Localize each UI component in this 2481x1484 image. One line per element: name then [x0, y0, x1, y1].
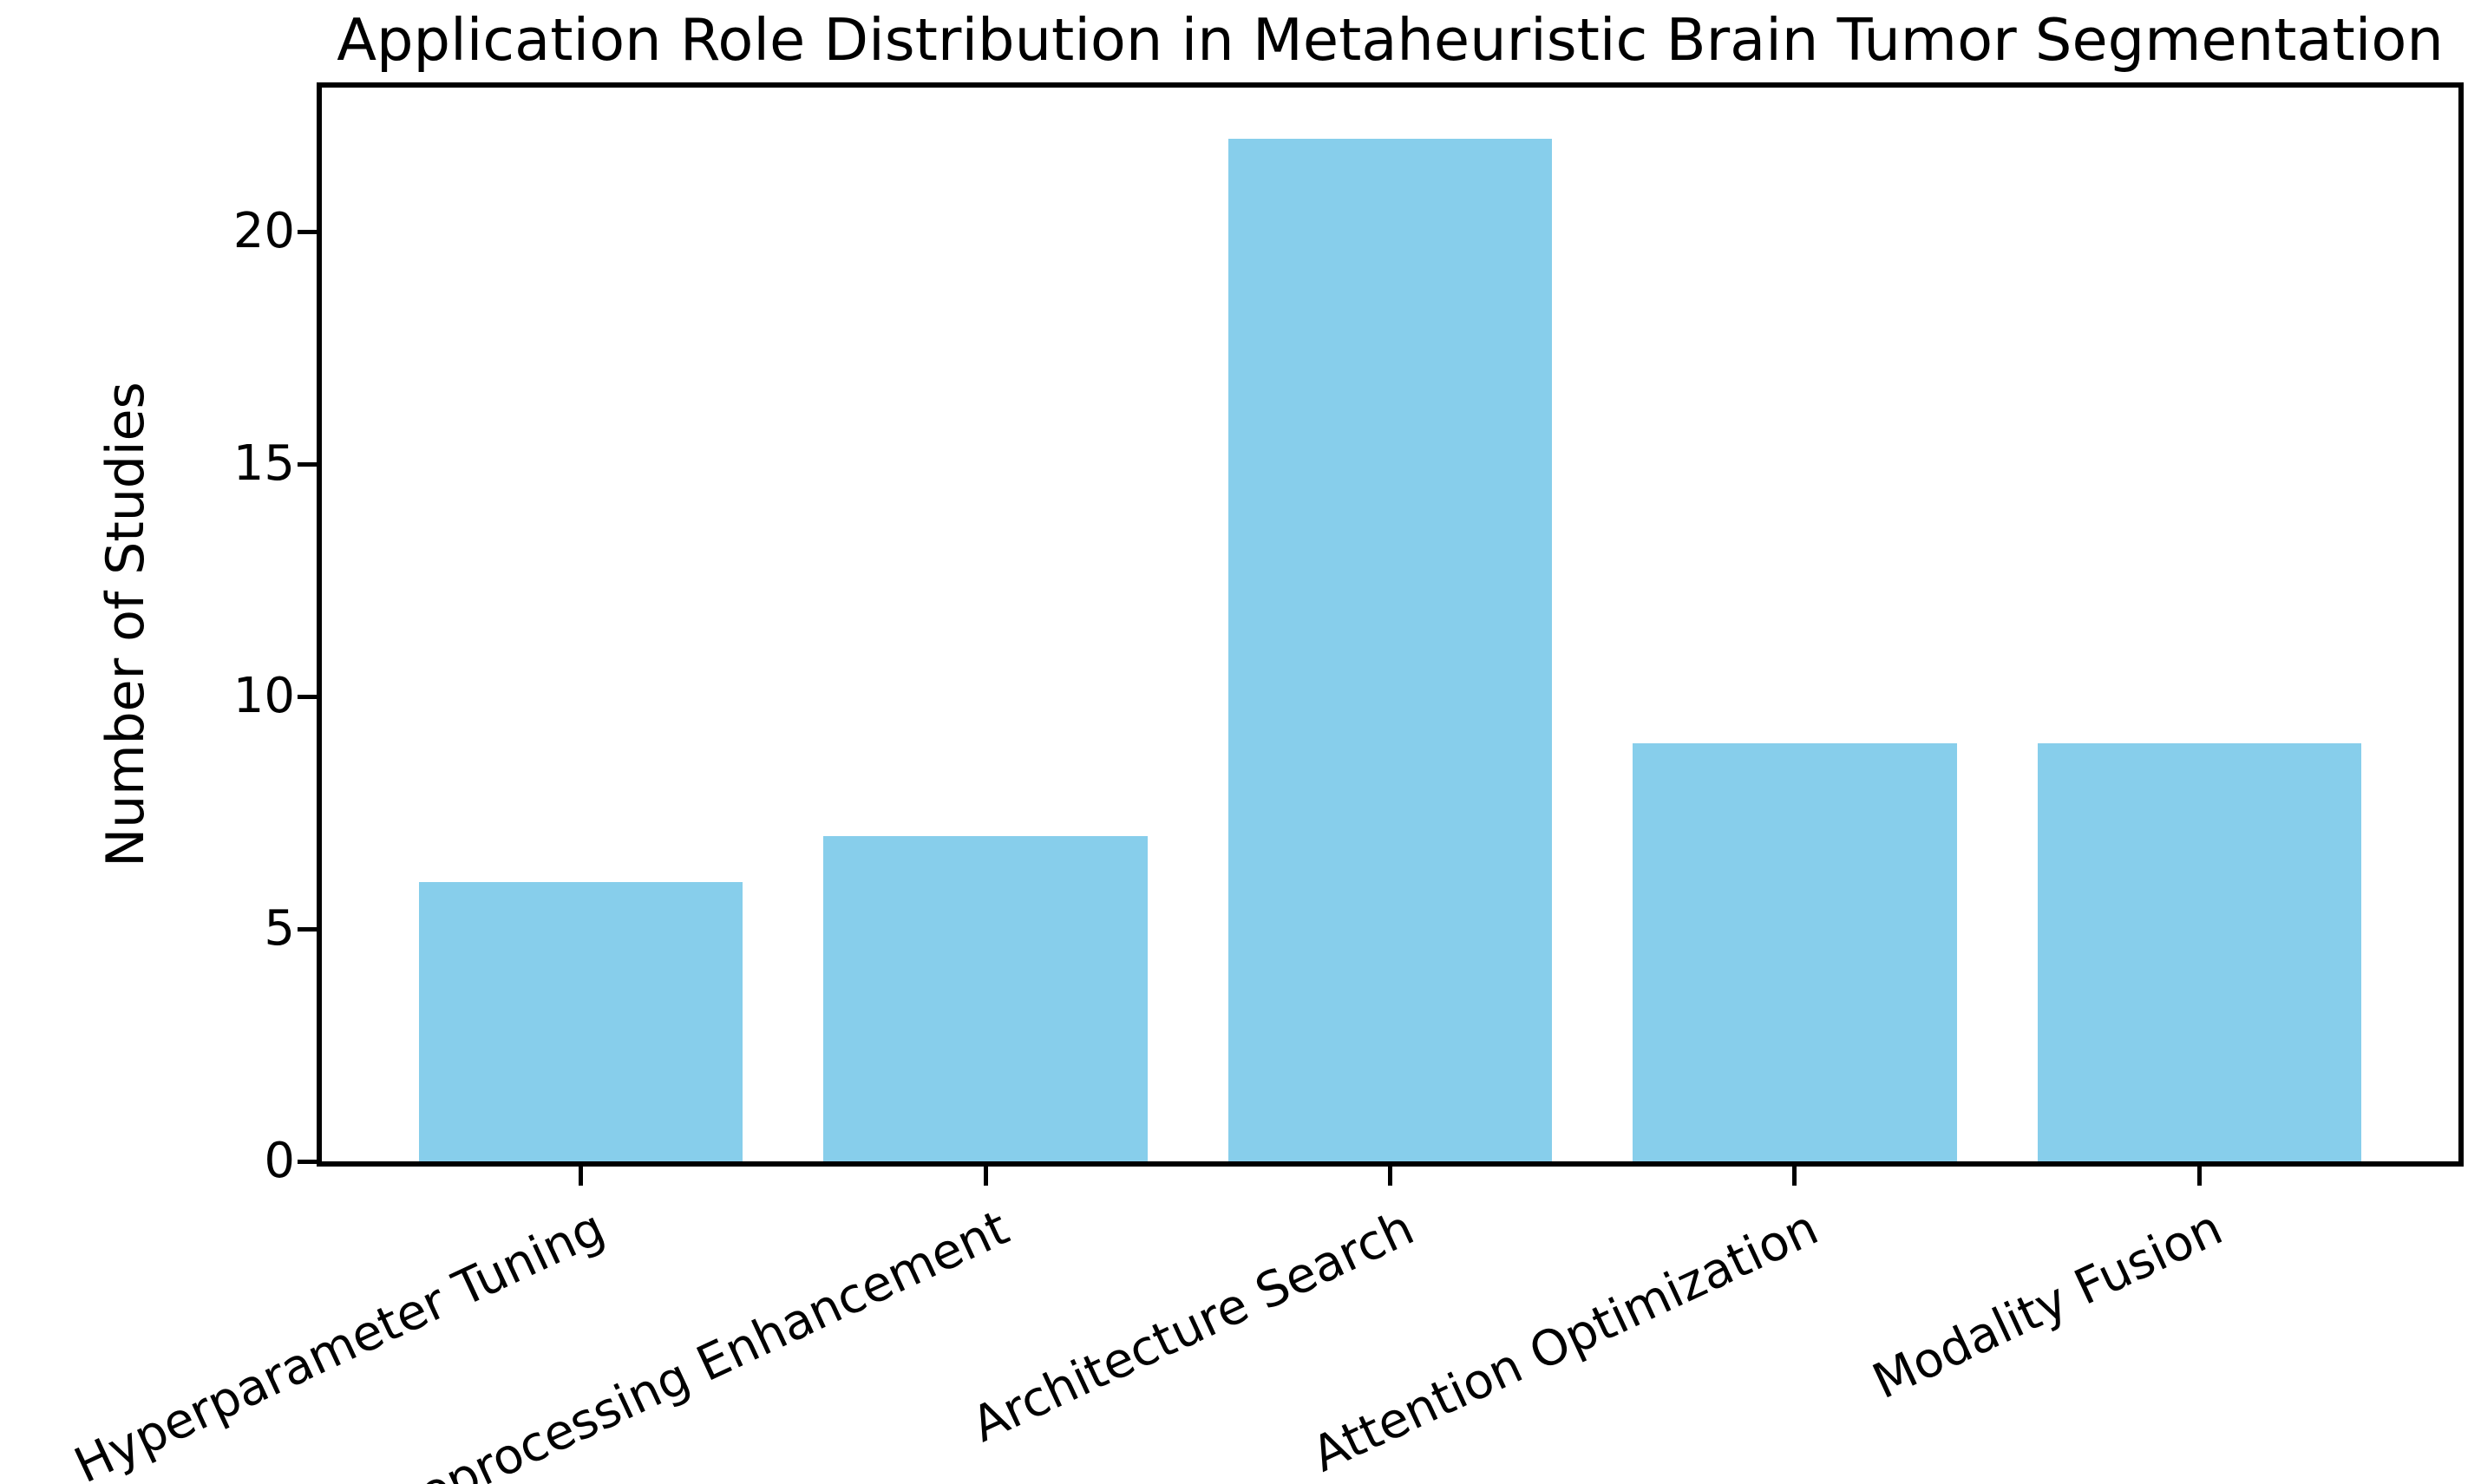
x-tick-mark	[2196, 1167, 2202, 1186]
x-tick-mark	[1792, 1167, 1797, 1186]
bar-1	[418, 882, 743, 1161]
y-tick-label: 20	[232, 203, 295, 260]
x-tick-mark	[1388, 1167, 1392, 1186]
bar-3	[1227, 138, 1553, 1161]
y-tick-mark	[298, 1159, 317, 1164]
y-tick-mark	[298, 926, 317, 932]
chart-title: Application Role Distribution in Metaheu…	[337, 6, 2444, 74]
y-tick-label: 15	[232, 435, 295, 493]
y-tick-mark	[298, 694, 317, 699]
y-tick-mark	[298, 229, 317, 234]
y-tick-label: 5	[264, 900, 295, 958]
x-tick-mark	[983, 1167, 988, 1186]
bar-4	[1633, 742, 1957, 1161]
y-tick-label: 0	[264, 1133, 295, 1189]
plot-area	[298, 82, 2464, 1186]
x-tick-mark	[579, 1167, 584, 1186]
bar-5	[2037, 742, 2362, 1161]
y-tick-mark	[298, 461, 317, 467]
y-tick-label: 10	[232, 668, 295, 725]
bar-2	[823, 835, 1148, 1161]
